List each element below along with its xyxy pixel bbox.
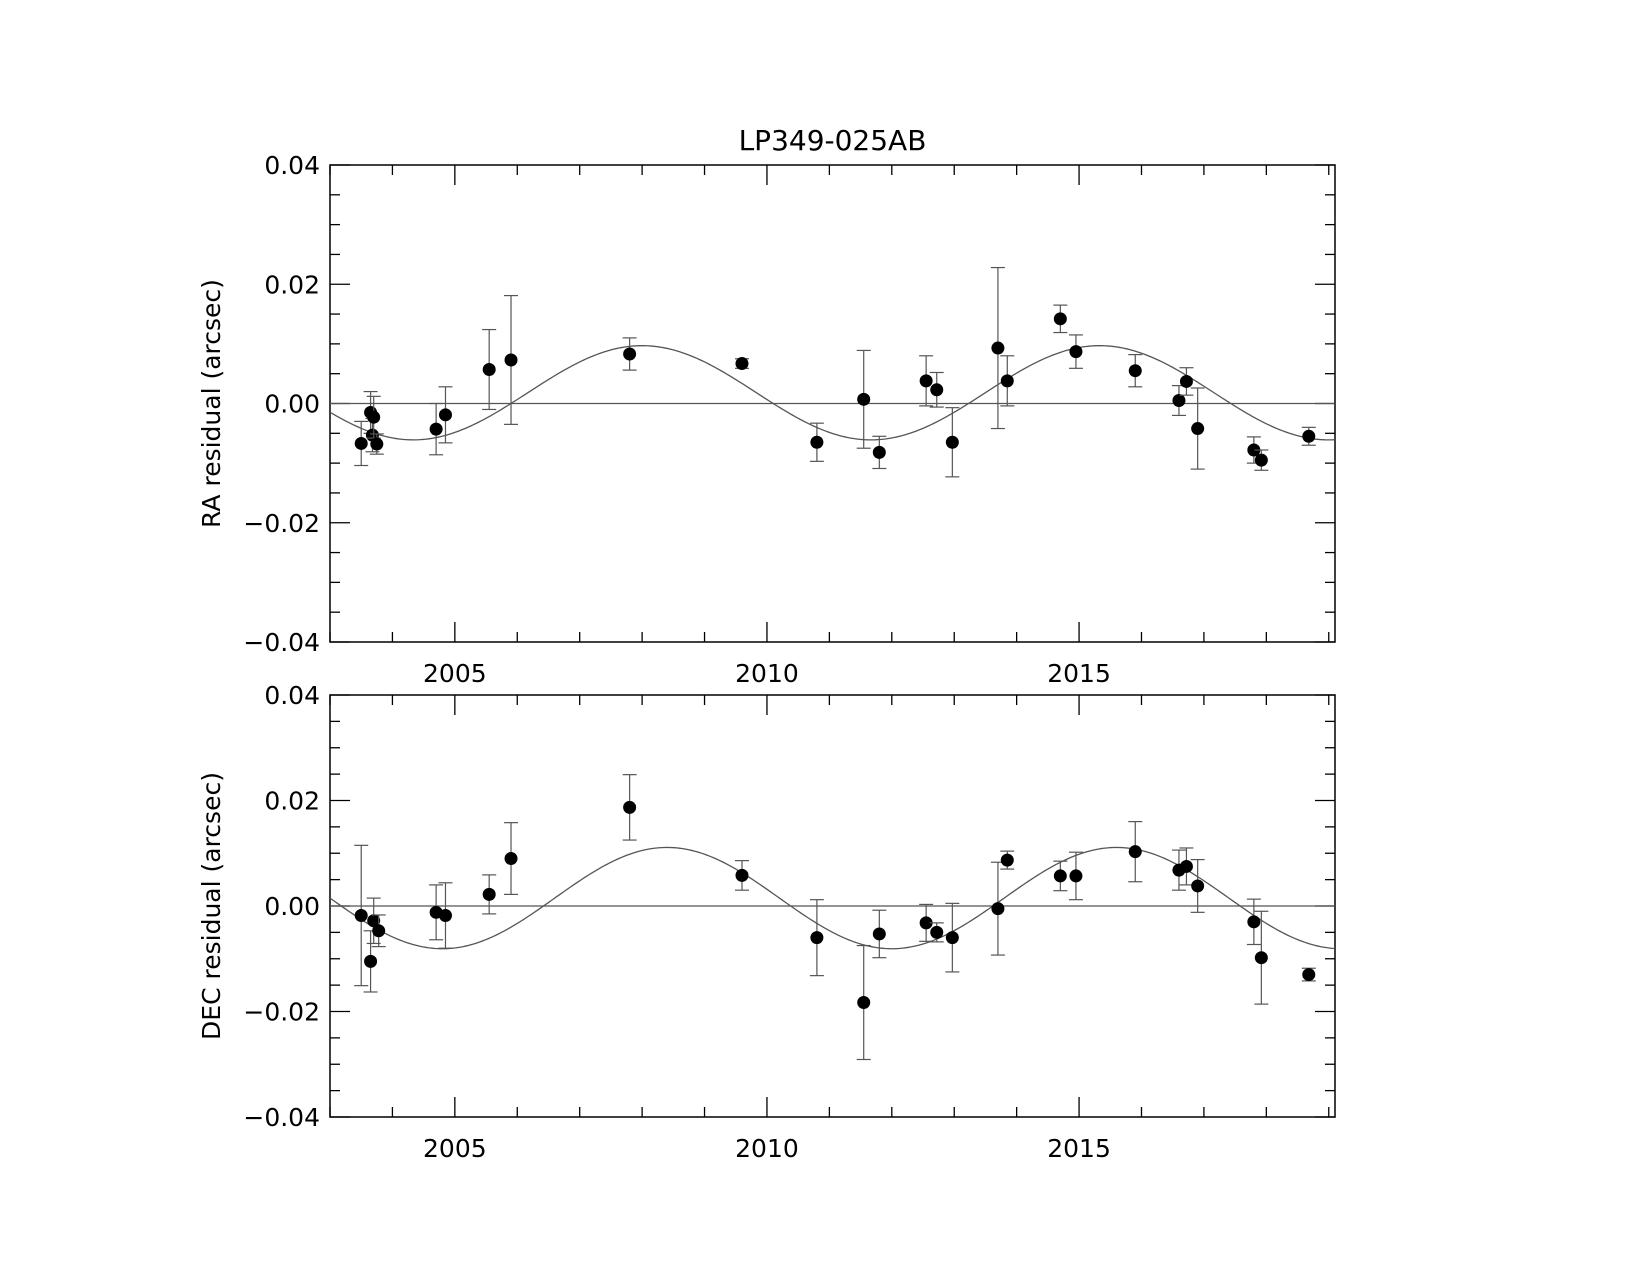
dec-data-point bbox=[367, 914, 381, 928]
dec-data-point bbox=[438, 908, 452, 922]
ra-data-point bbox=[857, 392, 871, 406]
dec-ytick-label: 0.04 bbox=[264, 681, 320, 710]
ra-data-point bbox=[919, 374, 933, 388]
ra-xtick-label: 2010 bbox=[735, 659, 799, 688]
ra-ytick-label: 0.02 bbox=[264, 270, 320, 299]
ra-data-point bbox=[872, 445, 886, 459]
chart-title: LP349-025AB bbox=[739, 124, 927, 157]
dec-data-point bbox=[872, 927, 886, 941]
dec-residual-panel: −0.04 −0.02 0.00 0.02 0.04 2005 2010 2015 DEC re… bbox=[197, 681, 1336, 1163]
ra-data-point bbox=[354, 436, 368, 450]
dec-data-point bbox=[945, 931, 959, 945]
dec-data-point bbox=[919, 916, 933, 930]
dec-ylabel: DEC residual (arcsec) bbox=[197, 772, 226, 1040]
ra-data-point bbox=[1247, 443, 1261, 457]
ra-data-point bbox=[1302, 429, 1316, 443]
ra-data-point bbox=[735, 357, 749, 371]
dec-data-point bbox=[1069, 869, 1083, 883]
ra-data-point bbox=[623, 347, 637, 361]
dec-xtick-label: 2010 bbox=[735, 1134, 799, 1163]
ra-data-point bbox=[1053, 312, 1067, 326]
ra-data-point bbox=[810, 435, 824, 449]
ra-data-point bbox=[1179, 374, 1193, 388]
dec-data-point bbox=[857, 996, 871, 1010]
dec-data-point bbox=[1128, 845, 1142, 859]
dec-xtick-label: 2015 bbox=[1047, 1134, 1111, 1163]
dec-data-point bbox=[372, 924, 386, 938]
ra-ytick-label: 0.04 bbox=[264, 151, 320, 180]
dec-data-point bbox=[354, 908, 368, 922]
ra-data-point bbox=[1069, 345, 1083, 359]
ra-data-point bbox=[429, 422, 443, 436]
ra-residual-panel: −0.04 −0.02 0.00 0.02 0.04 2005 2010 2015 RA res… bbox=[197, 151, 1336, 688]
ra-ytick-label: 0.00 bbox=[264, 390, 320, 419]
ra-data-point bbox=[482, 363, 496, 377]
dec-data-point bbox=[623, 800, 637, 814]
dec-data-point bbox=[504, 852, 518, 866]
dec-data-point bbox=[1191, 879, 1205, 893]
ra-data-point bbox=[438, 408, 452, 422]
ra-data-point bbox=[504, 353, 518, 367]
dec-data-point bbox=[1247, 915, 1261, 929]
ra-ytick-label: −0.02 bbox=[243, 509, 320, 538]
ra-data-point bbox=[367, 410, 381, 424]
dec-data-point bbox=[364, 954, 378, 968]
dec-data-point bbox=[930, 925, 944, 939]
dec-data-point bbox=[1053, 869, 1067, 883]
ra-data-point bbox=[370, 437, 384, 451]
ra-xtick-label: 2015 bbox=[1047, 659, 1111, 688]
dec-data-point bbox=[991, 902, 1005, 916]
ra-model-curve bbox=[329, 345, 1336, 441]
dec-data-point bbox=[1254, 951, 1268, 965]
ra-xtick-label: 2005 bbox=[423, 659, 487, 688]
dec-ytick-label: 0.02 bbox=[264, 787, 320, 816]
dec-data-point bbox=[735, 868, 749, 882]
ra-ytick-label: −0.04 bbox=[243, 628, 320, 657]
ra-data-point bbox=[1000, 374, 1014, 388]
dec-data-point bbox=[482, 887, 496, 901]
dec-data-point bbox=[1179, 859, 1193, 873]
ra-data-point bbox=[930, 383, 944, 397]
dec-ytick-label: −0.02 bbox=[243, 998, 320, 1027]
ra-data-point bbox=[1172, 394, 1186, 408]
dec-data-point bbox=[810, 931, 824, 945]
ra-data-point bbox=[991, 341, 1005, 355]
dec-data-point bbox=[1000, 853, 1014, 867]
dec-data-point bbox=[1302, 968, 1316, 982]
ra-data-point bbox=[1191, 422, 1205, 436]
ra-data-point bbox=[1128, 364, 1142, 378]
ra-data-point bbox=[945, 435, 959, 449]
dec-ytick-label: −0.04 bbox=[243, 1103, 320, 1132]
dec-model-curve bbox=[329, 846, 1336, 950]
ra-ylabel: RA residual (arcsec) bbox=[197, 279, 226, 528]
dec-xtick-label: 2005 bbox=[423, 1134, 487, 1163]
ra-data-point bbox=[1254, 453, 1268, 467]
dec-ytick-label: 0.00 bbox=[264, 892, 320, 921]
